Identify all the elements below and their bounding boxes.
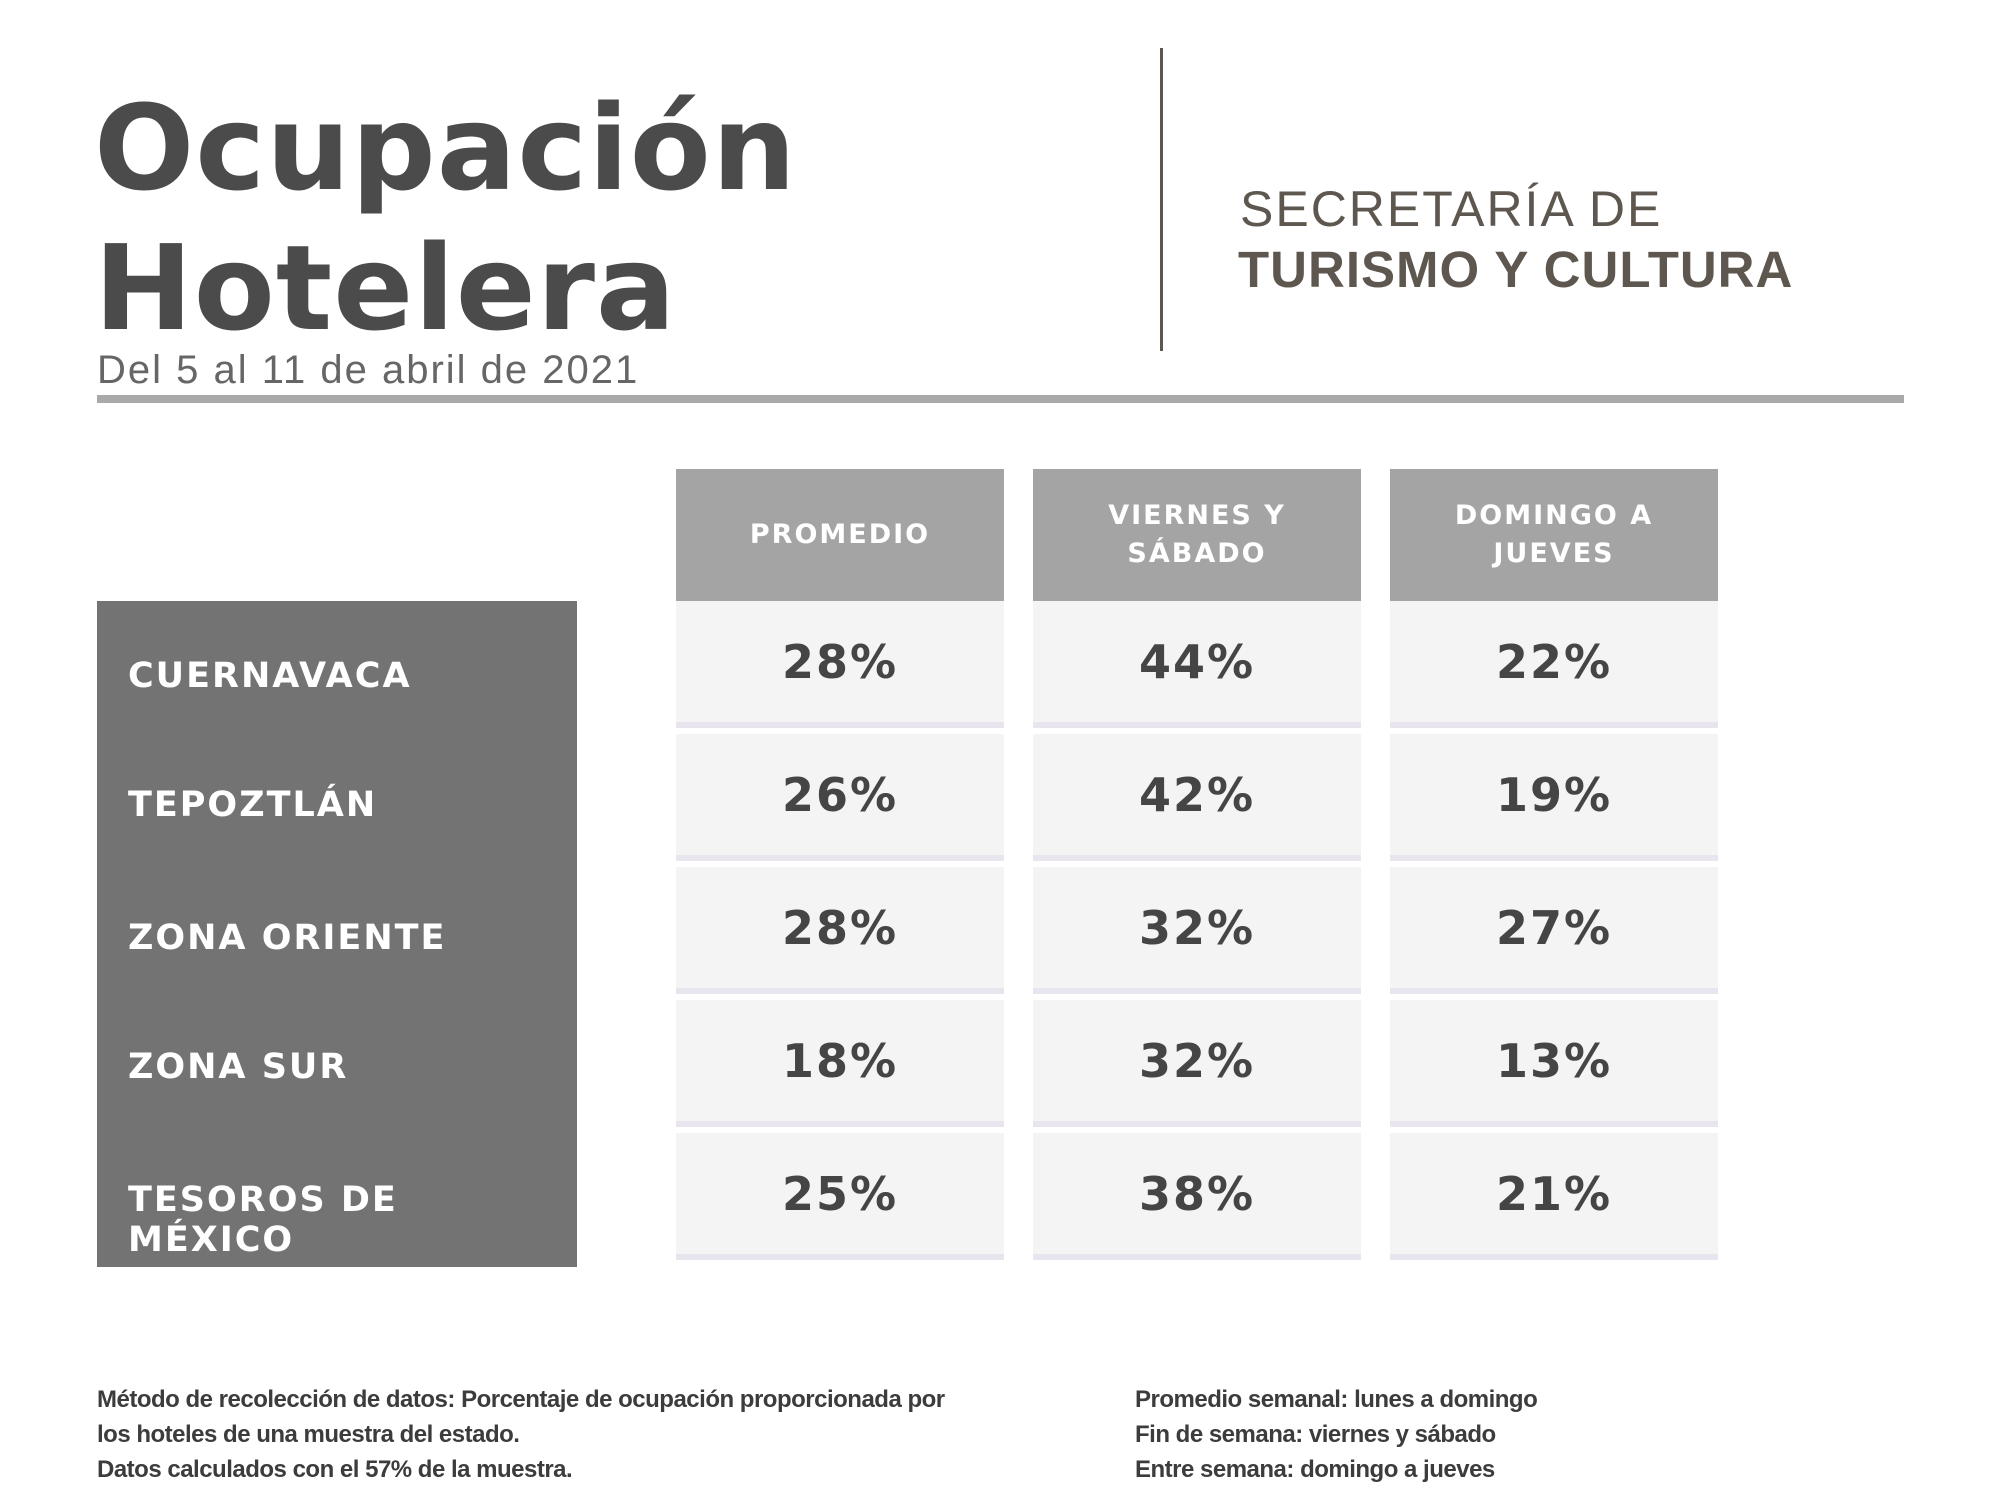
logo-line-1: SECRETARÍA DE (1240, 181, 1663, 237)
date-range: Del 5 al 11 de abril de 2021 (97, 348, 640, 392)
title-line-1: Ocupación (94, 79, 797, 217)
value-cell: 38% (1033, 1133, 1361, 1260)
row-label: TEPOZTLÁN (128, 785, 378, 825)
row-label: TESOROS DE MÉXICO (128, 1180, 398, 1260)
logo-line-2: TURISMO Y CULTURA (1238, 241, 1794, 298)
footer-definitions: Promedio semanal: lunes a domingo Fin de… (1135, 1382, 1538, 1487)
footer-line: los hoteles de una muestra del estado. (97, 1421, 520, 1448)
value-cell: 19% (1390, 734, 1718, 861)
footer-line: Datos calculados con el 57% de la muestr… (97, 1456, 573, 1483)
value-cell: 42% (1033, 734, 1361, 861)
value-cell: 13% (1390, 1000, 1718, 1127)
value-cell: 26% (676, 734, 1004, 861)
value-cell: 32% (1033, 1000, 1361, 1127)
column-header-promedio: PROMEDIO (676, 469, 1004, 601)
value-cell: 28% (676, 601, 1004, 728)
footer-line: Método de recolección de datos: Porcenta… (97, 1386, 945, 1413)
footer-method-notes: Método de recolección de datos: Porcenta… (97, 1382, 945, 1487)
footer-line: Entre semana: domingo a jueves (1135, 1456, 1495, 1483)
value-cell: 25% (676, 1133, 1004, 1260)
column-header-viernes-sabado: VIERNES Y SÁBADO (1033, 469, 1361, 601)
value-cell: 18% (676, 1000, 1004, 1127)
value-cell: 21% (1390, 1133, 1718, 1260)
column-header-domingo-jueves: DOMINGO A JUEVES (1390, 469, 1718, 601)
page-title: Ocupación Hotelera (94, 78, 797, 358)
value-cell: 32% (1033, 867, 1361, 994)
row-labels: CUERNAVACA TEPOZTLÁN ZONA ORIENTE ZONA S… (97, 601, 577, 1267)
title-line-2: Hotelera (94, 219, 677, 357)
logo-divider (1160, 48, 1163, 351)
value-cell: 22% (1390, 601, 1718, 728)
row-label: CUERNAVACA (128, 656, 412, 696)
footer-line: Fin de semana: viernes y sábado (1135, 1421, 1496, 1448)
row-label: ZONA SUR (128, 1047, 349, 1087)
value-cell: 44% (1033, 601, 1361, 728)
row-label: ZONA ORIENTE (128, 918, 447, 958)
value-cell: 27% (1390, 867, 1718, 994)
header-divider (97, 395, 1904, 403)
value-cell: 28% (676, 867, 1004, 994)
footer-line: Promedio semanal: lunes a domingo (1135, 1386, 1538, 1413)
